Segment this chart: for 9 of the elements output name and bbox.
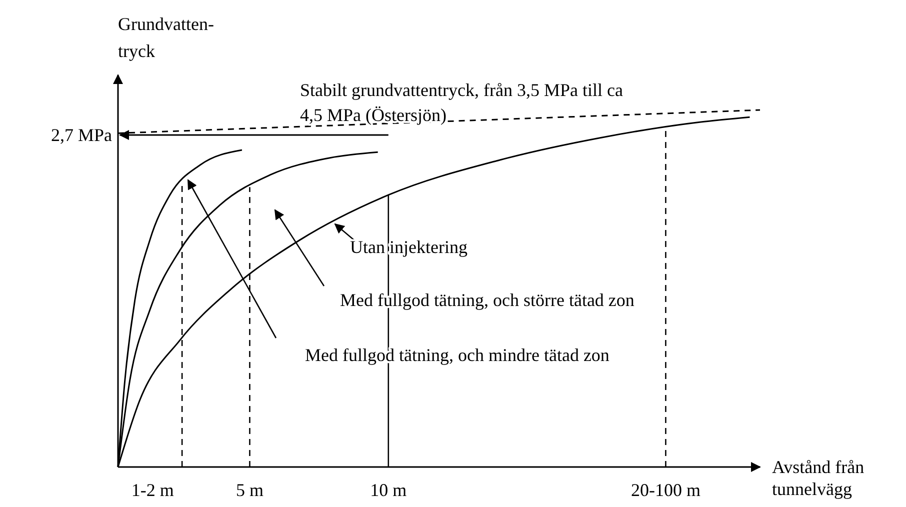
y-axis-title: Grundvatten-tryck <box>118 14 214 61</box>
x-tick-label: 10 m <box>370 480 407 500</box>
x-axis-title: Avstånd från tunnelvägg <box>772 457 864 499</box>
x-tick-label: 5 m <box>236 480 264 500</box>
annotation: Stabilt grundvattentryck, från 3,5 MPa till ca 4,5 MPa (Östersjön) <box>300 80 623 125</box>
x-tick-label: 20-100 m <box>630 480 700 500</box>
annotation: Utan injektering <box>350 237 468 257</box>
x-tick-label: 1-2 m <box>131 480 174 500</box>
ref-line-label: 2,7 MPa <box>50 124 112 145</box>
